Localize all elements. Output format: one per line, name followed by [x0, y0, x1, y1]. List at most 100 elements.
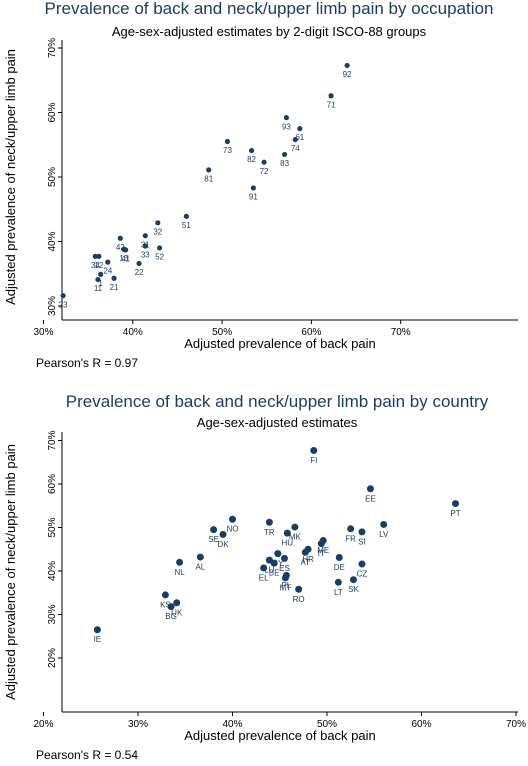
data-point [334, 578, 342, 586]
data-point [260, 564, 268, 572]
data-label: 71 [327, 100, 336, 109]
data-label: 32 [153, 227, 162, 236]
data-point [344, 62, 350, 69]
data-point [297, 126, 303, 132]
data-point [173, 599, 181, 607]
data-label: 22 [135, 268, 144, 277]
data-point [111, 275, 117, 281]
data-label: HR [302, 555, 314, 564]
data-label: 81 [204, 175, 213, 184]
data-label: 52 [155, 253, 164, 262]
data-point [301, 548, 309, 556]
data-label: NO [227, 525, 239, 534]
data-label: CY [272, 559, 284, 568]
x-tick-label: 60% [301, 327, 321, 338]
data-label: 51 [182, 221, 191, 230]
data-label: FR [345, 534, 356, 543]
data-label: BE [269, 569, 280, 578]
data-point [156, 245, 163, 251]
data-label: 92 [343, 70, 352, 79]
x-tick-label: 20% [33, 719, 53, 730]
x-tick-label: 30% [128, 719, 148, 730]
data-point [270, 559, 278, 567]
country-chart: Prevalence of back and neck/upper limb p… [3, 392, 526, 762]
data-label: NL [174, 568, 185, 577]
chart-subtitle: Age-sex-adjusted estimates [197, 415, 358, 430]
data-label: SE [208, 535, 219, 544]
plot-area: 20% 30% 40% 50% 60% 70% 20% 30% 40% 50% 60% 70% FI EE… [33, 430, 526, 730]
data-point [219, 530, 227, 538]
data-point [452, 500, 460, 508]
data-point [282, 151, 288, 158]
occupation-chart: Prevalence of back and neck/upper limb p… [3, 0, 518, 370]
data-point [117, 235, 123, 241]
y-tick-label: 30% [47, 604, 58, 624]
x-tick-label: 40% [123, 327, 143, 338]
y-axis-title: Adjusted prevalence of neck/upper limb p… [3, 49, 18, 305]
data-label: 34 [91, 261, 100, 270]
data-label: 73 [223, 146, 232, 155]
data-point [292, 136, 298, 143]
data-label: 72 [260, 167, 269, 176]
data-label: MK [289, 533, 302, 542]
data-point [283, 115, 289, 121]
y-tick-label: 70% [47, 430, 58, 450]
x-tick-label: 40% [222, 719, 242, 730]
data-point [121, 246, 127, 252]
data-point [291, 523, 299, 531]
data-label: BG [165, 612, 177, 621]
data-point [105, 259, 111, 265]
data-point [176, 558, 184, 566]
data-point [274, 550, 282, 558]
x-tick-label: 60% [411, 719, 431, 730]
data-label: EL [259, 573, 269, 582]
y-tick-label: 20% [47, 648, 58, 668]
data-label: DK [217, 540, 229, 549]
data-label: AT [300, 558, 310, 567]
data-label: ES [279, 564, 290, 573]
data-label: IT [318, 549, 325, 558]
y-tick-label: 30% [47, 296, 58, 316]
data-point [335, 554, 343, 562]
data-point [280, 554, 288, 562]
data-point [358, 528, 366, 536]
data-label: AL [195, 563, 205, 572]
data-label: IE [94, 635, 102, 644]
x-tick-label: 30% [33, 327, 53, 338]
data-point [142, 243, 148, 249]
y-tick-label: 50% [47, 167, 58, 187]
data-label: TR [264, 528, 275, 537]
data-point [265, 518, 273, 526]
data-point [317, 540, 325, 548]
data-point [349, 576, 357, 584]
data-label: 41 [121, 254, 130, 263]
data-label: 33 [141, 251, 150, 260]
data-point [250, 185, 256, 191]
data-label: 74 [291, 144, 300, 153]
data-label: CZ [357, 570, 368, 579]
data-label: 83 [280, 159, 289, 168]
data-label: 1 [98, 279, 103, 288]
data-label: 24 [103, 267, 112, 276]
y-axis-title: Adjusted prevalence of neck/upper limb p… [3, 444, 18, 700]
data-label: ME [317, 546, 329, 555]
pearson-note: Pearson's R = 0.97 [36, 356, 138, 370]
y-tick-label: 70% [47, 38, 58, 58]
chart-title: Prevalence of back and neck/upper limb p… [66, 392, 489, 411]
x-tick-label: 50% [212, 327, 232, 338]
data-label: 13 [119, 254, 128, 263]
data-label: PL [281, 581, 291, 590]
data-point [206, 167, 212, 173]
x-tick-label: 50% [317, 719, 337, 730]
data-point [261, 159, 267, 165]
data-point [136, 260, 142, 267]
data-label: LU [264, 566, 274, 575]
data-label: 61 [295, 133, 304, 142]
data-label: LT [334, 588, 343, 597]
data-label: KS [160, 600, 171, 609]
data-label: 23 [59, 300, 68, 309]
x-axis-title: Adjusted prevalence of back pain [184, 336, 376, 351]
data-label: HU [282, 539, 294, 548]
data-point [60, 293, 66, 299]
